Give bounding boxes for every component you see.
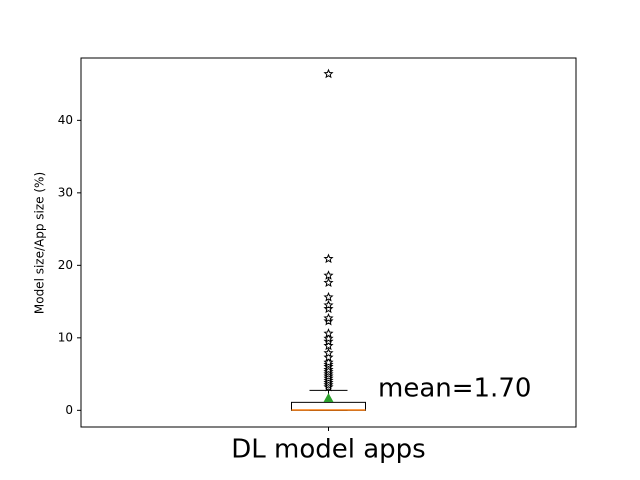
flier <box>323 299 334 310</box>
flier <box>323 312 334 323</box>
flier <box>323 253 334 264</box>
flier <box>323 68 334 79</box>
flier <box>323 291 334 302</box>
flier <box>323 347 334 358</box>
y-tick-label: 20 <box>58 258 73 272</box>
flier <box>323 328 334 338</box>
y-tick-label: 40 <box>58 113 73 127</box>
annotation: mean=1.70 <box>378 374 531 404</box>
mean-marker <box>323 393 334 403</box>
flier <box>323 277 334 288</box>
flier <box>323 315 334 326</box>
flier <box>323 340 334 351</box>
y-tick-label: 0 <box>65 403 73 417</box>
flier <box>323 336 334 346</box>
flier <box>323 352 334 362</box>
flier <box>323 303 334 314</box>
y-tick-label: 10 <box>58 330 73 344</box>
x-tick-label: DL model apps <box>231 435 425 465</box>
y-axis-label: Model size/App size (%) <box>33 172 47 314</box>
y-tick-label: 30 <box>58 185 73 199</box>
box <box>291 401 366 411</box>
flier <box>323 270 334 280</box>
